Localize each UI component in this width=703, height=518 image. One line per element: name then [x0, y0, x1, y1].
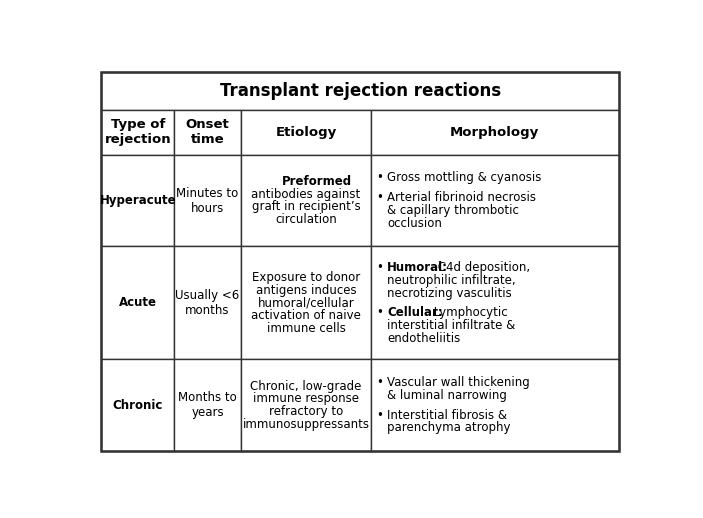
Text: Transplant rejection reactions: Transplant rejection reactions	[220, 82, 501, 100]
Bar	[174, 247, 241, 359]
Text: necrotizing vasculitis: necrotizing vasculitis	[387, 286, 512, 299]
Text: •: •	[376, 171, 383, 184]
Text: Preformed: Preformed	[283, 175, 352, 188]
Bar	[370, 155, 619, 247]
Bar	[370, 359, 619, 451]
Bar	[101, 359, 174, 451]
Text: & luminal narrowing: & luminal narrowing	[387, 389, 507, 402]
Text: humoral/cellular: humoral/cellular	[257, 296, 354, 309]
Text: Chronic: Chronic	[112, 399, 163, 412]
Text: Humoral:: Humoral:	[387, 261, 448, 274]
Bar	[241, 155, 370, 247]
Text: occlusion: occlusion	[387, 217, 442, 229]
Bar	[241, 110, 370, 155]
Bar	[174, 155, 241, 247]
Text: Etiology: Etiology	[276, 126, 337, 139]
Text: endotheliitis: endotheliitis	[387, 332, 460, 345]
Text: Type of
rejection: Type of rejection	[105, 118, 171, 146]
Text: interstitial infiltrate &: interstitial infiltrate &	[387, 319, 515, 332]
Text: •: •	[376, 306, 383, 319]
Text: Onset
time: Onset time	[186, 118, 229, 146]
Text: Gross mottling & cyanosis: Gross mottling & cyanosis	[387, 171, 541, 184]
Bar	[101, 110, 174, 155]
Text: parenchyma atrophy: parenchyma atrophy	[387, 422, 510, 435]
Bar	[241, 247, 370, 359]
Text: neutrophilic infiltrate,: neutrophilic infiltrate,	[387, 274, 515, 287]
Text: Acute: Acute	[119, 296, 157, 309]
Text: immune response: immune response	[253, 392, 359, 406]
Text: Hyperacute: Hyperacute	[99, 194, 176, 207]
Bar	[370, 110, 619, 155]
Text: antibodies against: antibodies against	[251, 188, 361, 200]
Text: & capillary thrombotic: & capillary thrombotic	[387, 204, 519, 217]
Text: refractory to: refractory to	[269, 405, 343, 418]
Bar	[174, 110, 241, 155]
Text: immunosuppressants: immunosuppressants	[243, 418, 370, 431]
Text: Months to
years: Months to years	[179, 391, 237, 419]
Text: Chronic, low-grade: Chronic, low-grade	[250, 380, 361, 393]
Text: activation of naive: activation of naive	[251, 309, 361, 322]
Bar	[101, 247, 174, 359]
Bar	[174, 359, 241, 451]
Text: Usually <6
months: Usually <6 months	[176, 289, 240, 317]
Text: Lymphocytic: Lymphocytic	[430, 306, 508, 319]
Bar	[241, 359, 370, 451]
Text: graft in recipient’s: graft in recipient’s	[252, 200, 361, 213]
Text: Cellular:: Cellular:	[387, 306, 443, 319]
Text: Minutes to
hours: Minutes to hours	[176, 186, 239, 214]
Text: Interstitial fibrosis &: Interstitial fibrosis &	[387, 409, 507, 422]
Text: circulation: circulation	[275, 213, 337, 226]
Text: C4d deposition,: C4d deposition,	[434, 261, 530, 274]
Text: •: •	[376, 409, 383, 422]
Text: immune cells: immune cells	[266, 322, 345, 335]
Text: Morphology: Morphology	[450, 126, 539, 139]
Text: Arterial fibrinoid necrosis: Arterial fibrinoid necrosis	[387, 191, 536, 204]
Text: •: •	[376, 376, 383, 389]
Text: Exposure to donor: Exposure to donor	[252, 271, 360, 284]
Text: Vascular wall thickening: Vascular wall thickening	[387, 376, 530, 389]
Bar	[101, 155, 174, 247]
Text: •: •	[376, 261, 383, 274]
Text: •: •	[376, 191, 383, 204]
Bar	[370, 247, 619, 359]
Text: antigens induces: antigens induces	[256, 284, 356, 297]
Bar	[101, 72, 619, 110]
